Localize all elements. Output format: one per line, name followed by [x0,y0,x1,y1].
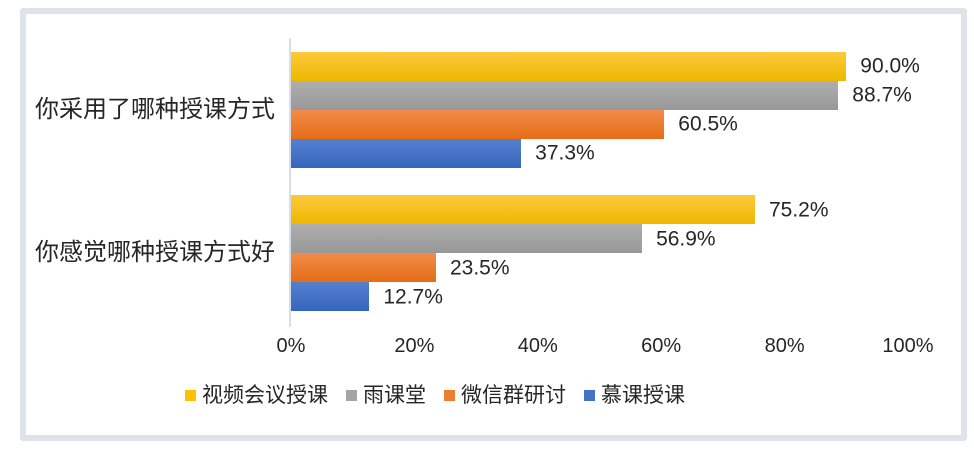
legend-item-3: 慕课授课 [584,385,685,406]
bar-series-2-group-1 [291,253,436,283]
value-label: 23.5% [449,256,510,280]
value-label: 12.7% [383,285,443,309]
category-label: 你感觉哪种授课方式好 [35,239,275,267]
legend: 视频会议授课 雨课堂 微信群研讨 慕课授课 [185,385,685,406]
legend-marker-icon [584,390,595,401]
legend-marker-icon [185,390,196,401]
bar-series-2-group-0 [291,109,665,139]
legend-item-2: 微信群研讨 [444,385,566,406]
x-axis-tick-label: 40% [517,335,558,357]
x-axis-tick-label: 100% [882,335,934,357]
legend-label: 雨课堂 [363,384,426,407]
bar-series-3-group-1 [291,282,370,312]
x-axis-tick-label: 60% [641,335,682,357]
legend-label: 微信群研讨 [461,384,566,407]
bar-series-0-group-1 [291,195,755,225]
legend-marker-icon [444,390,455,401]
value-label: 90.0% [860,54,920,78]
bar-series-1-group-0 [291,80,839,110]
x-axis-tick-label: 20% [394,335,435,357]
category-label: 你采用了哪种授课方式 [35,95,275,123]
value-label: 75.2% [768,198,829,222]
bar-series-1-group-1 [291,224,643,254]
legend-label: 视频会议授课 [202,384,328,407]
bar-series-3-group-0 [291,138,522,168]
legend-label: 慕课授课 [601,384,685,407]
legend-item-1: 雨课堂 [346,385,426,406]
category-axis-line [289,38,291,327]
bar-series-0-group-0 [291,51,847,81]
value-label: 56.9% [656,227,716,251]
x-axis-tick-label: 0% [276,335,306,357]
legend-item-0: 视频会议授课 [185,385,328,406]
value-label: 60.5% [678,112,738,136]
legend-marker-icon [346,390,357,401]
value-label: 37.3% [535,141,595,165]
x-axis-tick-label: 80% [764,335,805,357]
value-label: 88.7% [852,83,912,107]
